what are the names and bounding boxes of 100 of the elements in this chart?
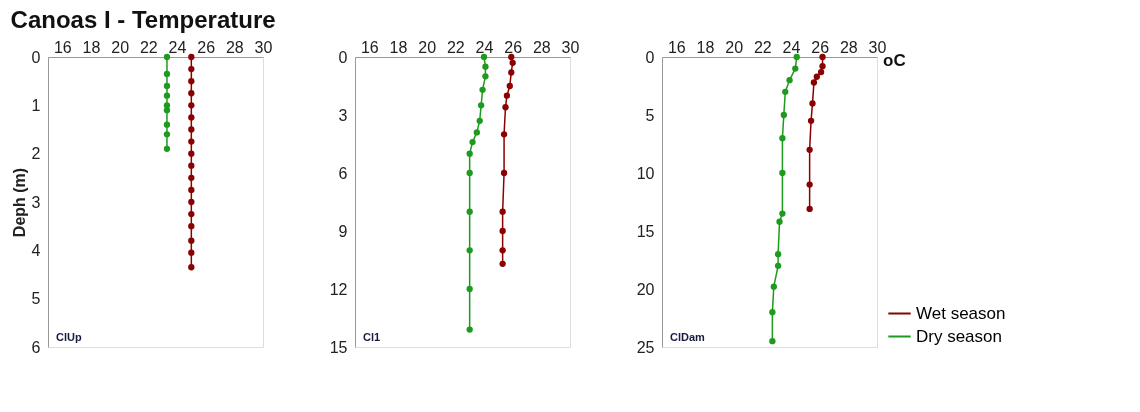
point [499,260,506,268]
point [188,65,195,73]
x-tick-label: 30 [254,38,273,56]
x-tick-label: 30 [561,38,580,56]
y-tick-label: 1 [31,96,41,114]
point [774,251,782,258]
point [769,338,776,345]
point [473,129,480,136]
y-tick-label: 6 [31,338,41,356]
x-tick-label: 20 [111,38,130,56]
point [503,92,511,99]
point [508,53,515,61]
y-tick-label: 15 [636,222,655,240]
x-tick-label: 28 [532,38,551,56]
x-tick-label: 20 [418,38,437,56]
point [506,82,513,90]
point [806,181,813,188]
annotation: ClDam [670,331,706,343]
point [780,111,787,119]
point [466,208,473,215]
point [466,326,473,333]
point [188,198,195,206]
y-tick-label: 3 [31,193,41,211]
point [188,53,195,61]
y-tick-label: 6 [338,164,348,182]
y-tick-label: 4 [31,241,41,259]
y-tick-label: 25 [636,338,655,356]
y-tick-label: 3 [338,106,348,124]
point [188,78,195,85]
x-tick-label: 26 [504,38,523,56]
point [188,138,195,145]
point [163,121,171,128]
point [819,53,826,61]
point [769,309,776,316]
point [479,86,486,94]
x-tick-label: 22 [139,38,158,56]
point [779,135,786,142]
point [499,227,506,235]
point [776,218,783,225]
point [806,146,813,153]
point [792,65,799,72]
x-tick-label: 18 [696,38,715,56]
x-tick-label: 16 [53,38,72,56]
point [499,247,506,254]
point [469,138,476,146]
y-axis-title: Deph (m) [10,167,28,238]
point [188,114,195,121]
annotation: Cl1 [363,331,381,343]
point [477,102,485,109]
point [188,174,195,181]
y-tick-label: 0 [31,48,41,66]
point [163,145,171,152]
point [188,126,195,133]
point [817,68,825,76]
point [188,150,195,157]
point [163,82,171,90]
point [500,169,508,177]
point [793,53,800,61]
x-tick-label: 28 [225,38,244,56]
point [163,131,171,138]
point [809,100,816,107]
y-tick-label: 2 [31,145,41,163]
point [188,210,195,218]
point [188,264,195,271]
point [188,90,195,97]
y-tick-label: 9 [338,222,348,240]
point [188,102,195,109]
x-tick-label: 22 [446,38,465,56]
point [810,79,818,86]
y-tick-label: 20 [636,280,655,298]
point [782,88,789,95]
y-tick-label: 0 [645,48,655,66]
x-tick-label: 28 [839,38,858,56]
point [188,186,195,194]
point [770,283,777,290]
x-tick-label: 20 [725,38,744,56]
y-tick-label: 5 [645,106,655,124]
point [508,69,515,76]
point [188,223,195,230]
point [163,107,171,114]
x-tick-label: 18 [82,38,101,56]
point [774,262,782,269]
point [466,247,473,254]
x-tick-label: 16 [667,38,686,56]
point [163,70,171,78]
x-tick-label: 18 [389,38,408,56]
point [502,104,509,111]
point [779,210,786,217]
x-tick-label: 24 [475,38,494,56]
legend-label: Dry season [916,326,1002,346]
x-tick-label: 30 [868,38,887,56]
chart-title: Canoas I - Temperature [10,5,276,33]
point [480,53,488,61]
y-tick-label: 10 [636,164,655,182]
x-tick-label: 24 [168,38,187,56]
point [163,53,171,61]
point [482,73,489,80]
y-tick-label: 5 [31,290,41,308]
y-tick-label: 12 [329,280,348,298]
x-tick-label: 24 [782,38,801,56]
